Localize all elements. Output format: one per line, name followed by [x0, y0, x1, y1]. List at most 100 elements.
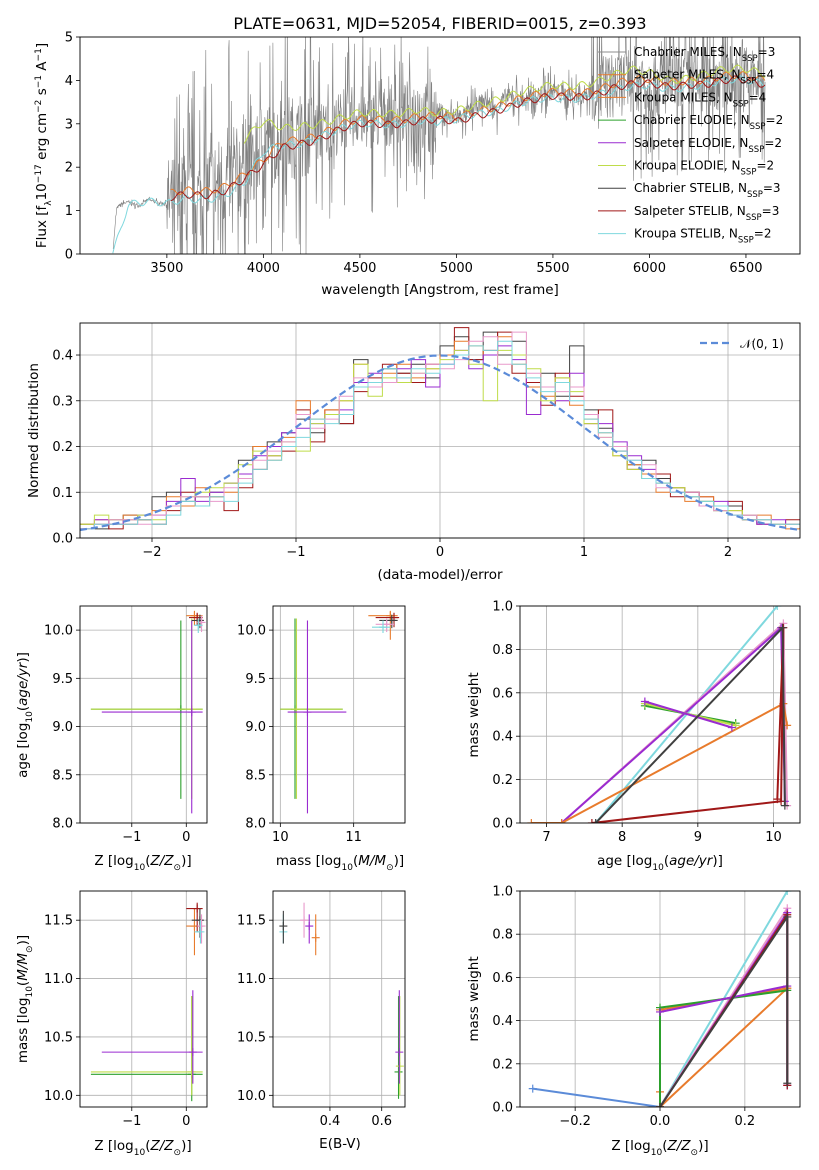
x-tick-label: −2	[142, 545, 161, 560]
x-axis-label: Z [log10(Z/Z⊙)]	[611, 1138, 708, 1158]
errorbar-point	[90, 618, 203, 799]
x-tick-label: 5000	[440, 261, 473, 276]
x-tick-label: 0	[182, 830, 190, 845]
model-fit-line	[112, 75, 766, 254]
x-axis-label: mass [log10(M/M⊙)]	[276, 853, 404, 873]
y-tick-label: 11.0	[237, 972, 266, 987]
x-tick-label: 0	[182, 1114, 190, 1129]
x-tick-label: 0.2	[735, 1114, 756, 1129]
errorbar-point	[101, 620, 203, 814]
y-tick-label: 8.5	[245, 768, 266, 783]
plot-area-mass_vs_EBV	[279, 902, 404, 1099]
legend-entry: Chabrier MILES, NSSP=3	[634, 45, 775, 64]
x-tick-label: −1	[122, 1114, 141, 1129]
y-tick-label: 0.4	[492, 1014, 513, 1029]
plot-area-age_vs_Z	[90, 610, 206, 814]
errorbar-point	[191, 614, 204, 629]
point-marker	[195, 616, 204, 625]
y-tick-label: 11.5	[237, 914, 266, 929]
mass-weight-line	[591, 626, 785, 823]
point-marker	[300, 916, 309, 925]
axes-frame	[519, 890, 801, 1108]
x-tick-label: 0.6	[371, 1114, 392, 1129]
y-tick-label: 8.5	[52, 768, 73, 783]
legend-entry: Kroupa ELODIE, NSSP=2	[634, 159, 774, 178]
x-tick-label: −1	[122, 830, 141, 845]
axes-frame	[79, 322, 801, 539]
y-tick-label: 8.0	[52, 817, 73, 832]
panel-mass_vs_EBV: 0.4 0.6 10.0 10.5 11.0 11.5 E(B-V)	[237, 890, 406, 1152]
plot-area-age_vs_mass	[280, 610, 400, 814]
point-marker	[187, 708, 196, 717]
axes-frame	[519, 605, 801, 824]
y-tick-label: 10.5	[237, 1030, 266, 1045]
point-marker	[187, 1067, 196, 1076]
mass-weight-line	[644, 700, 733, 729]
x-tick-label: 4000	[247, 261, 280, 276]
x-tick-label: 0.4	[320, 1114, 341, 1129]
mass-weight-line	[659, 985, 788, 1013]
plot-area-spectrum	[112, 37, 766, 254]
x-axis-label: Z [log10(Z/Z⊙)]	[94, 853, 191, 873]
point-marker	[188, 1048, 197, 1057]
legend-entry: Chabrier STELIB, NSSP=3	[634, 181, 781, 200]
point-marker	[656, 1103, 664, 1107]
y-tick-label: 11.0	[44, 972, 73, 987]
x-axis-label: wavelength [Angstrom, rest frame]	[321, 282, 559, 298]
point-marker	[773, 795, 782, 804]
point-marker	[591, 819, 600, 823]
plot-area-massweight_vs_age	[527, 606, 792, 823]
errorbar-point	[197, 914, 206, 944]
x-tick-label: 10	[765, 830, 782, 845]
y-tick-label: 0.0	[492, 817, 513, 832]
y-tick-label: 9.0	[245, 720, 266, 735]
y-tick-label: 0.8	[492, 643, 513, 658]
y-tick-label: 0.2	[492, 1057, 513, 1072]
point-marker	[386, 611, 395, 620]
y-tick-label: 10.0	[237, 1089, 266, 1104]
mass-weight-line	[560, 626, 786, 823]
panel-massweight_vs_age: 7 8 9 10 0.0 0.2 0.4 0.6 0.8 1.0 age [log10(age/yr…	[466, 600, 801, 873]
model-fit-line	[243, 64, 766, 144]
legend-entry: Salpeter STELIB, NSSP=3	[634, 204, 779, 223]
errorbar-point	[287, 620, 347, 814]
errorbar-point	[372, 620, 391, 634]
x-tick-label: 11	[345, 830, 362, 845]
y-tick-label: 10.0	[237, 624, 266, 639]
legend-entry: Kroupa MILES, NSSP=4	[634, 90, 766, 109]
y-tick-label: 0.3	[52, 394, 73, 409]
errorbar-point	[305, 914, 314, 944]
x-tick-label: 6000	[633, 261, 666, 276]
x-tick-label: 2	[724, 545, 732, 560]
axes-frame	[272, 890, 406, 1108]
x-tick-label: 7	[542, 830, 550, 845]
y-tick-label: 4	[65, 74, 73, 89]
errorbar-point	[300, 902, 309, 938]
errorbar-point	[90, 996, 203, 1102]
panel-residuals: −2 −1 0 1 2 0.0 0.1 0.2 0.3 0.4 (data-model)/error…	[26, 322, 801, 583]
x-axis-label: E(B-V)	[319, 1136, 361, 1152]
x-tick-label: 4500	[343, 261, 376, 276]
x-tick-label: −0.2	[559, 1114, 591, 1129]
x-tick-label: 0.0	[650, 1114, 671, 1129]
point-marker	[279, 922, 288, 931]
model-fit-line	[170, 75, 766, 201]
y-tick-label: 0.0	[52, 532, 73, 547]
mass-weight-line	[594, 626, 786, 823]
errorbar-point	[101, 990, 203, 1084]
legend-entry: 𝒩(0, 1)	[740, 337, 784, 351]
errorbar-point	[279, 910, 288, 944]
y-axis-label: age [log10(age/yr)]	[15, 652, 35, 778]
point-marker	[193, 904, 202, 913]
legend-entry: Salpeter MILES, NSSP=4	[634, 68, 774, 87]
residual-histogram-step	[80, 340, 800, 530]
point-marker	[387, 616, 396, 625]
errorbar-point	[368, 610, 398, 640]
x-tick-label: 8	[618, 830, 626, 845]
point-marker	[783, 1079, 792, 1088]
plot-area-mass_vs_Z	[90, 902, 206, 1102]
model-fit-line	[170, 71, 766, 196]
point-marker	[773, 606, 782, 610]
legend-entry: Salpeter ELODIE, NSSP=2	[634, 136, 782, 155]
